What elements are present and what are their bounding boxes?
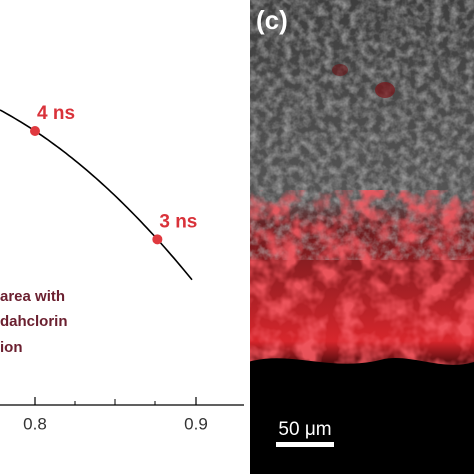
annotation-line: ion bbox=[0, 339, 23, 356]
panel-label: (c) bbox=[256, 5, 288, 35]
lifetime-point bbox=[152, 234, 163, 245]
lifetime-label: 3 ns bbox=[159, 211, 197, 232]
phasor-curve bbox=[0, 109, 193, 281]
annotation-line: area with bbox=[0, 288, 65, 305]
panel-divider bbox=[248, 0, 250, 474]
minor-ticks bbox=[74, 399, 156, 405]
lifetime-point bbox=[30, 126, 40, 137]
lifetime-label: 4 ns bbox=[37, 103, 75, 124]
scale-bar bbox=[276, 442, 334, 447]
micrograph bbox=[248, 0, 474, 474]
x-tick-label: 0.8 bbox=[23, 414, 47, 433]
scale-bar-label: 50 μm bbox=[278, 419, 331, 440]
x-tick-label: 0.9 bbox=[184, 414, 208, 433]
annotation-line: dahclorin bbox=[0, 313, 68, 330]
